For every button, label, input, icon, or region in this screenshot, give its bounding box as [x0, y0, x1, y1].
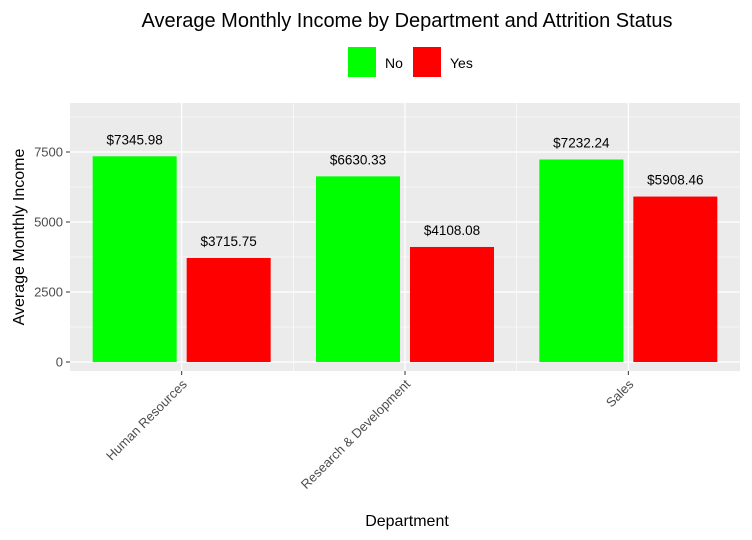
x-axis: Human Resources Research & Development Sal… — [103, 371, 637, 492]
bar-value-label: $6630.33 — [330, 152, 386, 167]
y-axis-title: Average Monthly Income — [11, 149, 28, 326]
x-axis-title: Department — [365, 513, 449, 530]
chart-title: Average Monthly Income by Department and… — [141, 10, 672, 32]
bars — [92, 156, 718, 362]
y-tick-label: 2500 — [34, 285, 63, 300]
legend-label: Yes — [450, 55, 473, 71]
bar-value-label: $5908.46 — [647, 173, 703, 188]
y-tick-label: 5000 — [34, 215, 63, 230]
bar-no-0 — [92, 156, 177, 362]
bar-no-2 — [539, 159, 624, 362]
grid-major — [70, 103, 740, 371]
bar-value-label: $7345.98 — [107, 132, 163, 147]
legend-swatch-yes — [413, 47, 441, 77]
legend-label: No — [385, 55, 403, 71]
bar-no-1 — [316, 176, 400, 362]
x-tick-label: Human Resources — [103, 376, 190, 463]
bar-yes-0 — [186, 257, 271, 362]
legend: No Yes — [348, 47, 473, 77]
bar-yes-2 — [633, 196, 718, 362]
legend-swatch-no — [348, 47, 376, 77]
bar-value-label: $3715.75 — [201, 234, 257, 249]
x-tick-label: Sales — [603, 376, 637, 410]
y-tick-label: 7500 — [34, 145, 63, 160]
y-axis: 0 2500 5000 7500 — [34, 145, 70, 370]
bar-value-label: $7232.24 — [553, 135, 610, 150]
y-tick-label: 0 — [56, 355, 63, 370]
bar-value-label: $4108.08 — [424, 223, 480, 238]
bar-yes-1 — [410, 246, 494, 362]
bar-labels: $7345.98 $3715.75 $6630.33 $4108.08 $7232.24… — [107, 132, 704, 249]
x-tick-label: Research & Development — [298, 376, 414, 492]
